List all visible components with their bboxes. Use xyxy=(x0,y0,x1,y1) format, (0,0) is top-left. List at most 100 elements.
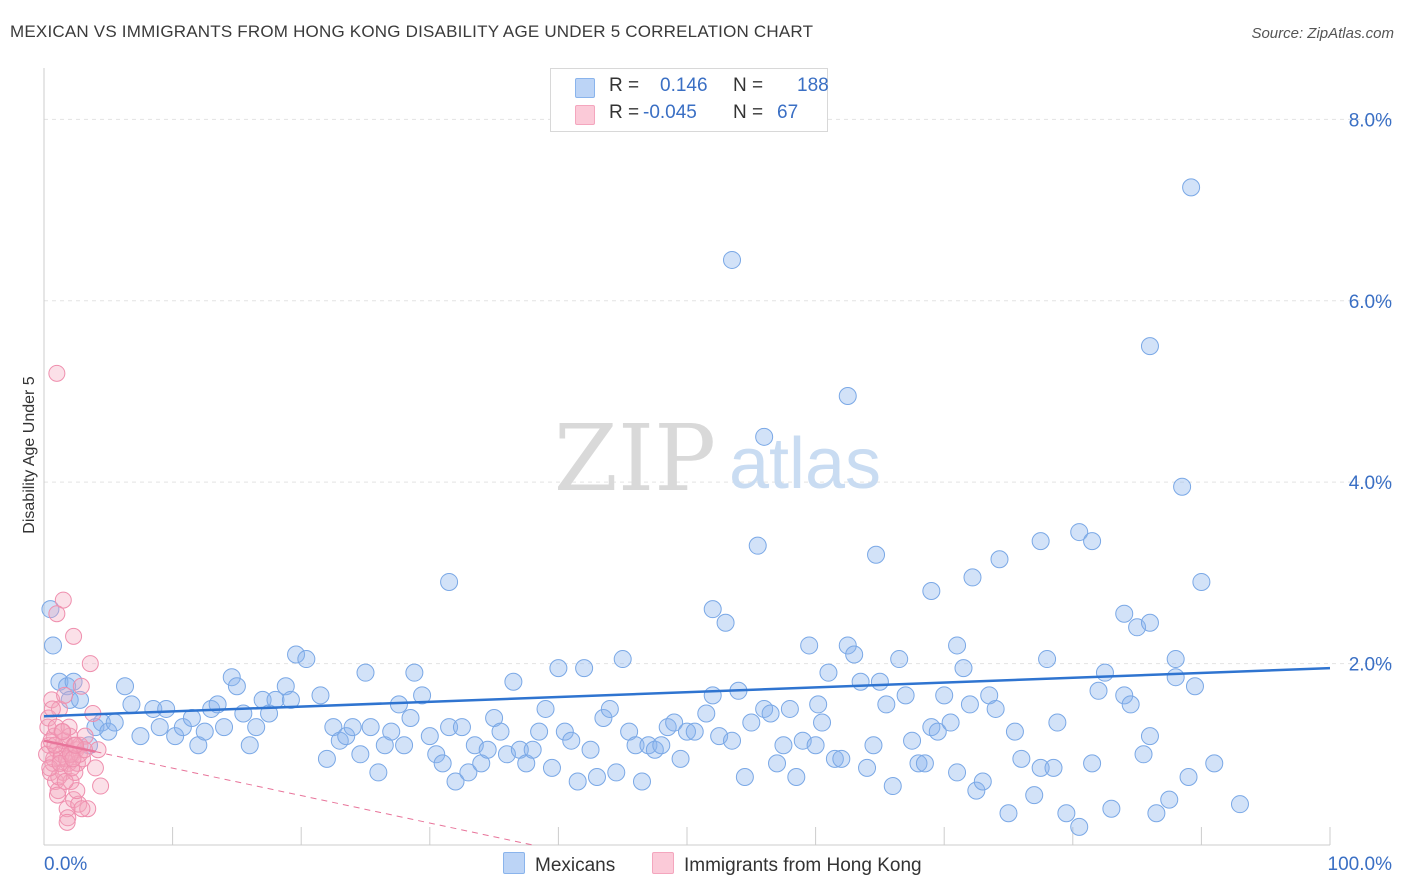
mexicans-point xyxy=(832,749,851,768)
mexicans-point xyxy=(150,718,169,737)
mexicans-point xyxy=(1048,713,1067,732)
mexicans-point xyxy=(809,695,828,714)
mexicans-point xyxy=(697,704,716,723)
mexicans-point xyxy=(1115,686,1134,705)
hongkong-point xyxy=(68,782,86,800)
mexicans-point xyxy=(1025,786,1044,805)
mexicans-point xyxy=(665,713,684,732)
mexicans-point xyxy=(883,777,902,796)
mexicans-point xyxy=(735,767,754,786)
mexicans-point xyxy=(678,722,696,741)
legend-hongkong: Immigrants from Hong Kong xyxy=(652,852,922,877)
mexicans-point xyxy=(800,636,819,655)
mexicans-point xyxy=(173,718,192,737)
mexicans-point xyxy=(755,699,774,718)
mexicans-trend-line xyxy=(43,666,1331,718)
mexicans-point xyxy=(240,736,259,755)
mexicans-point xyxy=(922,718,941,737)
mexicans-point xyxy=(903,731,922,750)
hongkong-point xyxy=(41,759,59,777)
x-tick-label: 100.0% xyxy=(1328,854,1393,875)
mexicans-point xyxy=(755,427,774,446)
y-tick-label: 2.0% xyxy=(1349,655,1392,676)
mexicans-point xyxy=(723,250,742,269)
mexicans-point xyxy=(632,772,651,791)
mexicans-point xyxy=(819,663,838,682)
hongkong-point xyxy=(54,591,72,609)
mexicans-point xyxy=(343,718,362,737)
watermark-atlas: atlas xyxy=(729,424,881,504)
mexicans-point xyxy=(1038,650,1057,669)
mexicans-point xyxy=(1166,650,1185,669)
mexicans-point xyxy=(1089,681,1108,700)
mexicans-point xyxy=(351,745,370,764)
mexicans-point xyxy=(361,718,380,737)
mexicans-point xyxy=(420,727,439,746)
mexicans-point xyxy=(1182,178,1201,197)
n-label: N = xyxy=(733,75,764,96)
mexicans-point xyxy=(157,699,176,718)
mexicans-point xyxy=(877,695,896,714)
mexicans-point xyxy=(581,740,600,759)
mexicans-point xyxy=(948,763,967,782)
hongkong-point xyxy=(64,750,82,768)
mexicans-point xyxy=(382,722,401,741)
mexicans-point xyxy=(685,722,704,741)
mexicans-point xyxy=(954,659,973,678)
mexicans-point xyxy=(542,758,561,777)
mexicans-point xyxy=(1083,532,1102,551)
mexicans-point xyxy=(99,722,118,741)
mexicans-point xyxy=(867,545,886,564)
mexicans-point xyxy=(825,749,844,768)
mexicans-point xyxy=(858,758,877,777)
hongkong-point xyxy=(58,813,76,831)
mexicans-point xyxy=(742,713,761,732)
mexicans-point xyxy=(122,695,141,714)
mexicans-point xyxy=(413,686,432,705)
mexicans-point xyxy=(395,736,414,755)
series-mexicans xyxy=(41,178,1249,836)
mexicans-point xyxy=(1140,337,1159,356)
mexicans-point xyxy=(960,695,979,714)
mexicans-point xyxy=(1121,695,1140,714)
mexicans-point xyxy=(607,763,626,782)
mexicans-point xyxy=(227,677,246,696)
hongkong-point xyxy=(49,786,67,804)
gridlines xyxy=(44,118,1392,665)
mexicans-point xyxy=(195,722,214,741)
mexicans-point xyxy=(131,727,150,746)
n-value: 67 xyxy=(777,102,799,123)
mexicans-point xyxy=(845,645,864,664)
mexicans-point xyxy=(963,568,982,587)
mexicans-point xyxy=(1057,804,1076,823)
mexicans-point xyxy=(813,713,832,732)
mexicans-point xyxy=(864,736,883,755)
mexicans-point xyxy=(838,636,857,655)
mexicans-point xyxy=(1083,754,1102,773)
mexicans-point xyxy=(1095,663,1114,682)
hongkong-point xyxy=(48,364,66,382)
mexicans-point xyxy=(1140,613,1159,632)
mexicans-point xyxy=(222,668,241,687)
r-value: 0.146 xyxy=(660,75,708,96)
mexicans-point xyxy=(671,749,690,768)
legend-mexicans-label: Mexicans xyxy=(535,855,616,876)
mexicans-point xyxy=(1134,745,1153,764)
mexicans-point xyxy=(716,613,735,632)
mexicans-point xyxy=(1179,767,1198,786)
mexicans-point xyxy=(1160,790,1179,809)
mexicans-point xyxy=(491,722,510,741)
pink-swatch xyxy=(652,852,674,874)
mexicans-point xyxy=(999,804,1018,823)
mexicans-point xyxy=(890,650,909,669)
hongkong-trend-line-dashed xyxy=(95,751,533,846)
y-tick-label: 8.0% xyxy=(1349,110,1392,131)
mexicans-point xyxy=(1230,795,1249,814)
mexicans-point xyxy=(703,686,722,705)
hongkong-point xyxy=(92,777,110,795)
hongkong-point xyxy=(81,655,99,673)
mexicans-point xyxy=(575,659,594,678)
mexicans-point xyxy=(928,722,947,741)
mexicans-point xyxy=(787,767,806,786)
